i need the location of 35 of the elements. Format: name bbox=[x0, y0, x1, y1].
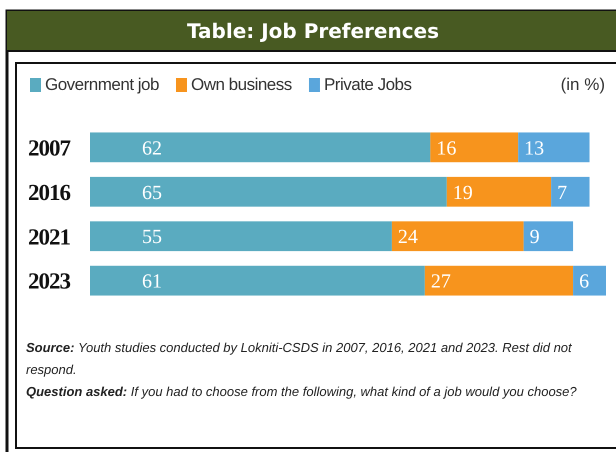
data-label: 19 bbox=[452, 182, 473, 204]
data-label: 62 bbox=[142, 137, 162, 160]
data-label: 13 bbox=[524, 137, 544, 160]
data-label: 55 bbox=[142, 226, 162, 248]
bar bbox=[90, 176, 447, 207]
bar bbox=[392, 221, 524, 252]
bar bbox=[90, 132, 430, 162]
chart-title: Table: Job Preferences bbox=[186, 19, 440, 43]
data-label: 65 bbox=[142, 182, 162, 204]
bar bbox=[430, 132, 518, 162]
bar bbox=[90, 221, 392, 252]
y-tick-label: 2023 bbox=[28, 268, 70, 294]
bar bbox=[524, 221, 574, 252]
data-label: 61 bbox=[142, 270, 162, 293]
legend-label: Government job bbox=[45, 75, 159, 94]
text: Question asked: If you had to choose from the following, what kind of a job would you choose? bbox=[26, 384, 578, 399]
y-tick-label: 2007 bbox=[28, 135, 70, 160]
bar bbox=[90, 266, 425, 296]
bar bbox=[551, 176, 590, 207]
bar bbox=[518, 132, 590, 162]
legend-label: Private Jobs bbox=[324, 75, 412, 94]
data-label: 6 bbox=[579, 270, 590, 293]
bar bbox=[446, 176, 552, 207]
data-label: 24 bbox=[398, 226, 418, 248]
legend-label: Own business bbox=[190, 75, 292, 94]
bar bbox=[573, 266, 606, 296]
data-label: 27 bbox=[430, 270, 451, 293]
data-label: 7 bbox=[557, 182, 568, 204]
data-label: 9 bbox=[530, 226, 540, 248]
source-note: Source: Youth studies conducted by Lokniti-CSDS in 2007, 2016, 2021 and 2023. Rest did not respond. bbox=[26, 340, 574, 377]
y-tick-label: 2016 bbox=[28, 180, 70, 205]
text: (in %) bbox=[560, 75, 605, 94]
data-label: 16 bbox=[436, 137, 456, 160]
y-tick-label: 2021 bbox=[28, 224, 70, 250]
bar bbox=[424, 266, 574, 296]
